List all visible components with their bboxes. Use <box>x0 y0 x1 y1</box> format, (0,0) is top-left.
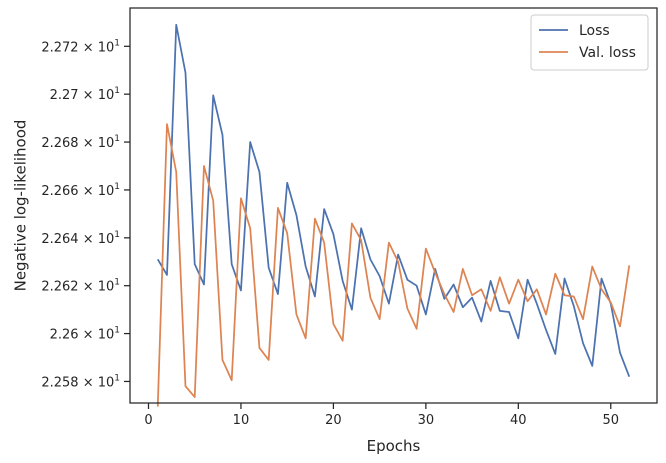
y-tick-label: 2.272 × 101 <box>41 38 120 55</box>
y-axis: 2.258 × 101 2.26 × 101 2.262 × 101 2.264 × … <box>41 38 130 390</box>
series-line-1 <box>156 23 631 377</box>
plot-frame <box>129 7 658 404</box>
x-tick-label: 10 <box>233 413 250 428</box>
y-axis-title: Negative log-likelihood <box>12 120 30 292</box>
x-axis-title: Epochs <box>367 437 421 455</box>
x-tick-label: 50 <box>602 413 619 428</box>
y-tick-label: 2.26 × 101 <box>50 326 120 343</box>
y-tick-label: 2.264 × 101 <box>41 230 120 247</box>
legend-label: Loss <box>579 23 610 39</box>
legend-box <box>530 14 649 71</box>
y-tick-label: 2.266 × 101 <box>41 182 120 199</box>
x-tick-label: 40 <box>510 413 527 428</box>
series-line-2 <box>156 123 631 407</box>
legend: Loss Val. loss <box>530 14 649 71</box>
plot-lines <box>156 23 631 407</box>
y-tick-label: 2.268 × 101 <box>41 134 120 151</box>
x-tick-label: 0 <box>144 413 152 428</box>
legend-label: Val. loss <box>579 45 636 61</box>
x-axis: 0 10 20 30 40 50 <box>144 403 619 428</box>
x-tick-label: 20 <box>325 413 342 428</box>
x-tick-label: 30 <box>418 413 435 428</box>
y-tick-label: 2.27 × 101 <box>50 86 120 103</box>
y-tick-label: 2.262 × 101 <box>41 278 120 295</box>
y-tick-label: 2.258 × 101 <box>41 373 120 390</box>
